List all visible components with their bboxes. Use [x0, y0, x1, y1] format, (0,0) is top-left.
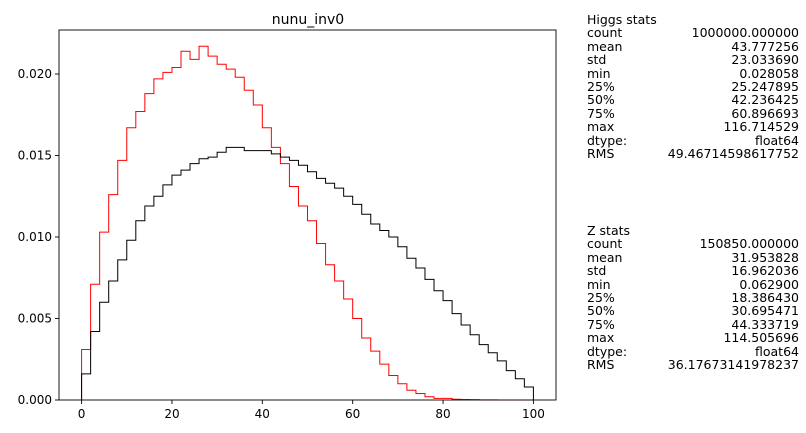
stats-row: count 150850.000000 [587, 236, 799, 252]
stats-key: std [587, 263, 607, 279]
stats-value: 60.896693 [731, 105, 799, 121]
x-tick-label: 20 [164, 407, 179, 421]
stats-key: 50% [587, 303, 615, 319]
stats-value: 114.505696 [723, 330, 799, 346]
stats-row: dtype: float64 [587, 343, 799, 359]
stats-row: min 0.028058 [587, 65, 799, 81]
stats-row: std 23.033690 [587, 52, 799, 68]
stats-key: mean [587, 38, 623, 54]
stats-row: 75% 44.333719 [587, 316, 799, 332]
stats-value: 0.028058 [739, 65, 799, 81]
stats-key: RMS [587, 146, 615, 162]
higgs-stats-panel: Higgs stats count 1000000.000000 mean 43.77… [587, 12, 799, 162]
stats-key: mean [587, 249, 623, 265]
stats-row: std 16.962036 [587, 263, 799, 279]
stats-row: RMS 36.17673141978237 [587, 357, 799, 373]
stats-row: count 1000000.000000 [587, 25, 799, 41]
stats-row: 25% 18.386430 [587, 290, 799, 306]
stats-key: count [587, 25, 623, 41]
z-stats-title: Z stats [587, 223, 631, 238]
stats-key: dtype: [587, 343, 628, 359]
y-tick-label: 0.010 [18, 230, 52, 244]
stats-value: 1000000.000000 [691, 25, 799, 41]
stats-value: 43.777256 [731, 38, 799, 54]
stats-row: 75% 60.896693 [587, 105, 799, 121]
stats-value: 36.17673141978237 [667, 357, 799, 373]
stats-value: 42.236425 [731, 92, 799, 108]
plot-frame [58, 29, 557, 401]
stats-value: 49.46714598617752 [667, 146, 799, 162]
histogram-series-0 [81, 45, 534, 401]
stats-key: min [587, 276, 611, 292]
stats-key: min [587, 65, 611, 81]
stats-row: 25% 25.247895 [587, 79, 799, 95]
stats-row: min 0.062900 [587, 276, 799, 292]
stats-value: 150850.000000 [699, 236, 799, 252]
stats-key: count [587, 236, 623, 252]
stats-key: max [587, 330, 615, 346]
stats-value: float64 [755, 132, 799, 148]
stats-value: 25.247895 [731, 79, 799, 95]
stats-row: 50% 42.236425 [587, 92, 799, 108]
stats-row: max 114.505696 [587, 330, 799, 346]
stats-key: 75% [587, 105, 615, 121]
higgs-stats-title: Higgs stats [587, 12, 657, 27]
stats-row: RMS 49.46714598617752 [587, 146, 799, 162]
stats-value: 0.062900 [739, 276, 799, 292]
stats-value: 116.714529 [723, 119, 799, 135]
z-stats-panel: Z stats count 150850.000000 mean 31.953828 s… [587, 223, 799, 373]
x-tick-label: 80 [435, 407, 450, 421]
stats-value: 16.962036 [731, 263, 799, 279]
y-tick-label: 0.020 [18, 67, 52, 81]
stats-key: 25% [587, 290, 615, 306]
y-tick-label: 0.015 [18, 149, 52, 163]
stats-value: 30.695471 [731, 303, 799, 319]
stats-value: float64 [755, 343, 799, 359]
stats-key: 75% [587, 316, 615, 332]
stats-value: 23.033690 [731, 52, 799, 68]
stats-value: 31.953828 [731, 249, 799, 265]
stats-key: 50% [587, 92, 615, 108]
stats-row: mean 31.953828 [587, 249, 799, 265]
stats-row: dtype: float64 [587, 132, 799, 148]
x-tick-label: 0 [78, 407, 86, 421]
stats-value: 18.386430 [731, 290, 799, 306]
stats-row: 50% 30.695471 [587, 303, 799, 319]
stats-key: max [587, 119, 615, 135]
stats-value: 44.333719 [731, 316, 799, 332]
x-tick-label: 60 [345, 407, 360, 421]
stats-key: dtype: [587, 132, 628, 148]
chart-title: nunu_inv0 [272, 12, 344, 28]
stats-row: mean 43.777256 [587, 38, 799, 54]
stats-key: std [587, 52, 607, 68]
stats-key: RMS [587, 357, 615, 373]
stats-key: 25% [587, 79, 615, 95]
y-tick-label: 0.005 [18, 312, 52, 326]
stats-row: max 116.714529 [587, 119, 799, 135]
x-tick-label: 100 [522, 407, 545, 421]
x-tick-label: 40 [255, 407, 270, 421]
histogram-series-1 [81, 146, 534, 400]
y-tick-label: 0.000 [18, 393, 52, 407]
